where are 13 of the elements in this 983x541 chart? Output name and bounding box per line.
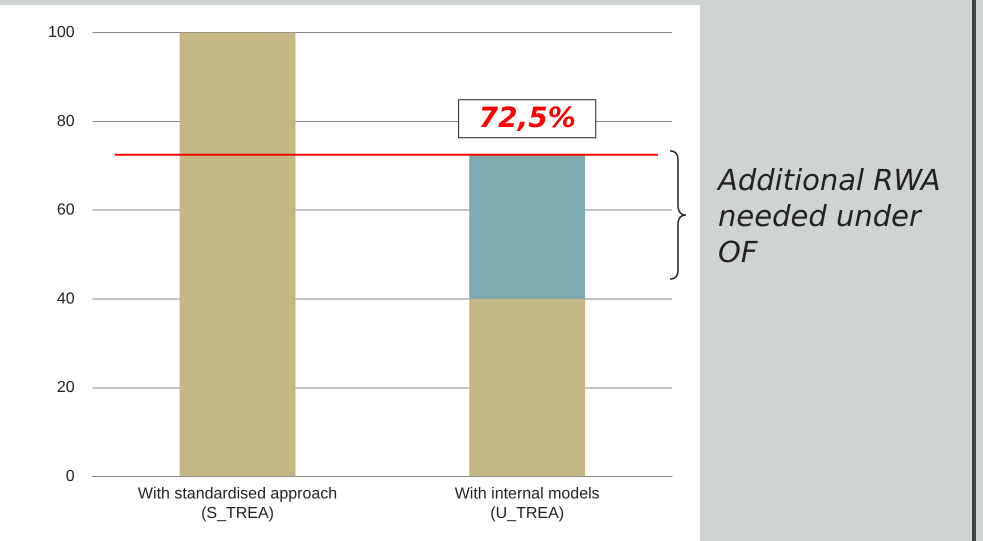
- y-tick-label: 0: [66, 468, 75, 486]
- text: Additional RWA needed under OF: [718, 162, 941, 270]
- y-tick-label: 60: [56, 202, 75, 219]
- y-tick-label: 80: [56, 112, 75, 130]
- y-tick-label: 20: [56, 379, 75, 396]
- y-tick-label: 100: [48, 24, 75, 42]
- bar: [180, 32, 296, 476]
- x-tick-label: With internal models (U_TREA): [454, 486, 600, 522]
- bar: [469, 299, 586, 476]
- x-tick-label: With standardised approach (S_TREA): [138, 486, 338, 522]
- y-tick-label: 40: [56, 290, 75, 308]
- ref-line-label: 72,5%: [478, 100, 576, 134]
- bar: [469, 154, 586, 299]
